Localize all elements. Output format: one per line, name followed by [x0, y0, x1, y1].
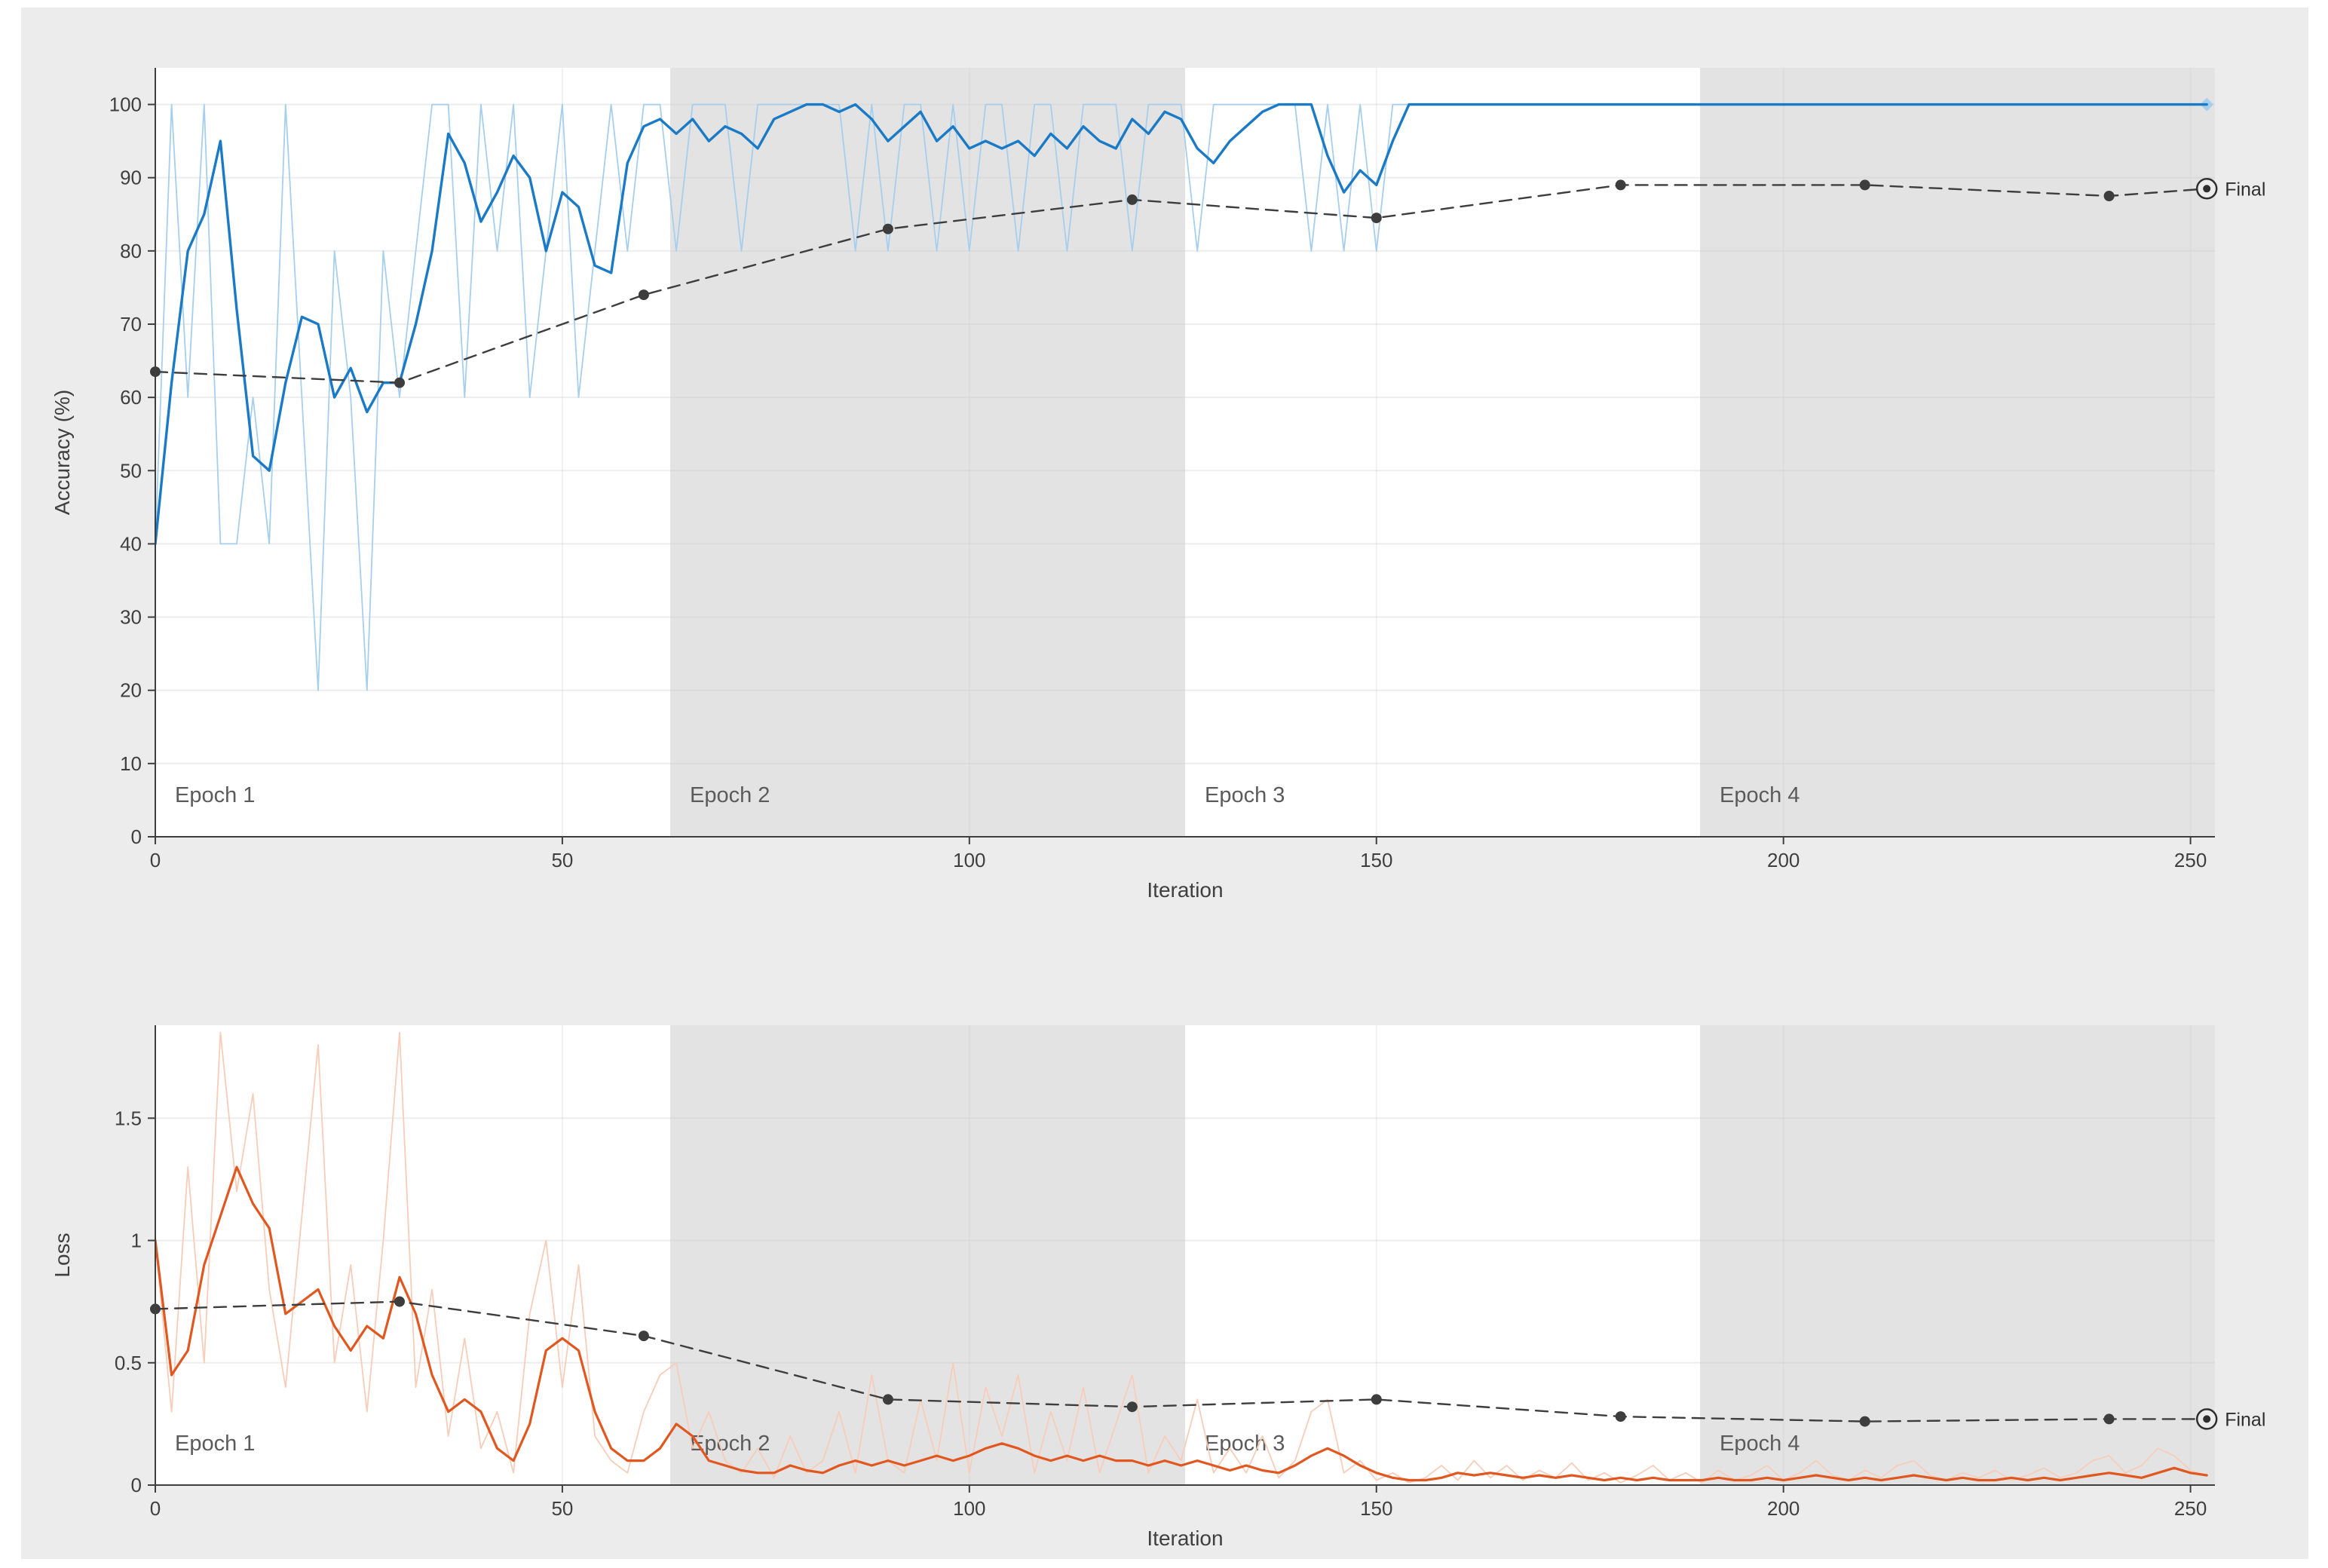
validation-accuracy-marker — [638, 289, 649, 301]
y-tick-label: 10 — [120, 752, 142, 775]
y-tick-label: 70 — [120, 313, 142, 335]
y-tick-label: 0.5 — [115, 1352, 142, 1374]
x-tick-label: 50 — [551, 849, 573, 871]
epoch-label: Epoch 4 — [1720, 1432, 1800, 1456]
y-tick-label: 50 — [120, 459, 142, 482]
x-tick-label: 200 — [1767, 849, 1800, 871]
y-tick-label: 30 — [120, 606, 142, 629]
y-tick-label: 0 — [131, 825, 142, 848]
y-tick-label: 40 — [120, 532, 142, 555]
y-tick-label: 60 — [120, 386, 142, 409]
validation-loss-marker — [2103, 1413, 2115, 1425]
validation-accuracy-marker — [1371, 213, 1382, 224]
epoch-band — [670, 68, 1185, 837]
training-loss-smoothed-line — [155, 1165, 2208, 1482]
validation-accuracy-marker — [1615, 179, 1626, 191]
final-label: Final — [2225, 1409, 2265, 1430]
y-tick-label: 20 — [120, 679, 142, 702]
validation-loss-marker — [394, 1296, 405, 1307]
y-tick-label: 80 — [120, 240, 142, 262]
validation-loss-line — [155, 1300, 2208, 1423]
x-tick-label: 150 — [1360, 849, 1392, 871]
epoch-band — [1700, 68, 2215, 837]
x-axis-label: Iteration — [1147, 878, 1223, 902]
epoch-label: Epoch 1 — [175, 1432, 255, 1456]
final-marker-dot — [2203, 1415, 2211, 1423]
y-tick-label: 0 — [131, 1474, 142, 1496]
validation-loss-marker — [1615, 1411, 1626, 1423]
x-tick-label: 0 — [150, 849, 161, 871]
y-tick-label: 90 — [120, 167, 142, 189]
x-tick-label: 0 — [150, 1497, 161, 1520]
epoch-band — [670, 1025, 1185, 1485]
epoch-label: Epoch 1 — [175, 783, 255, 807]
epoch-label: Epoch 3 — [1205, 1432, 1285, 1456]
training-loss-raw-line — [155, 1031, 2208, 1484]
validation-accuracy-marker — [882, 223, 893, 234]
x-tick-label: 50 — [551, 1497, 573, 1520]
y-tick-label: 1.5 — [115, 1107, 142, 1129]
validation-loss-marker — [638, 1331, 649, 1342]
epoch-band — [1700, 1025, 2215, 1485]
y-axis-label: Loss — [51, 1233, 74, 1277]
validation-loss-marker — [1371, 1394, 1382, 1405]
validation-accuracy-line — [155, 184, 2208, 384]
validation-accuracy-marker — [1859, 179, 1870, 191]
validation-accuracy-marker — [394, 377, 405, 388]
x-tick-label: 100 — [953, 1497, 985, 1520]
validation-accuracy-marker — [1126, 194, 1138, 205]
training-accuracy-smoothed-line — [155, 103, 2208, 546]
validation-accuracy-marker — [2103, 191, 2115, 201]
epoch-label: Epoch 4 — [1720, 783, 1800, 807]
final-label: Final — [2225, 179, 2265, 200]
x-tick-label: 200 — [1767, 1497, 1800, 1520]
y-tick-label: 1 — [131, 1230, 142, 1252]
x-tick-label: 100 — [953, 849, 985, 871]
x-tick-label: 250 — [2174, 849, 2207, 871]
x-tick-label: 250 — [2174, 1497, 2207, 1520]
validation-loss-marker — [1126, 1401, 1138, 1413]
epoch-label: Epoch 2 — [690, 783, 770, 807]
y-tick-label: 100 — [109, 93, 142, 116]
x-axis-label: Iteration — [1147, 1527, 1223, 1550]
validation-loss-marker — [1859, 1416, 1870, 1427]
x-tick-label: 150 — [1360, 1497, 1392, 1520]
y-axis-label: Accuracy (%) — [51, 390, 74, 515]
epoch-label: Epoch 3 — [1205, 783, 1285, 807]
validation-loss-marker — [882, 1394, 893, 1405]
final-marker-dot — [2203, 185, 2211, 193]
